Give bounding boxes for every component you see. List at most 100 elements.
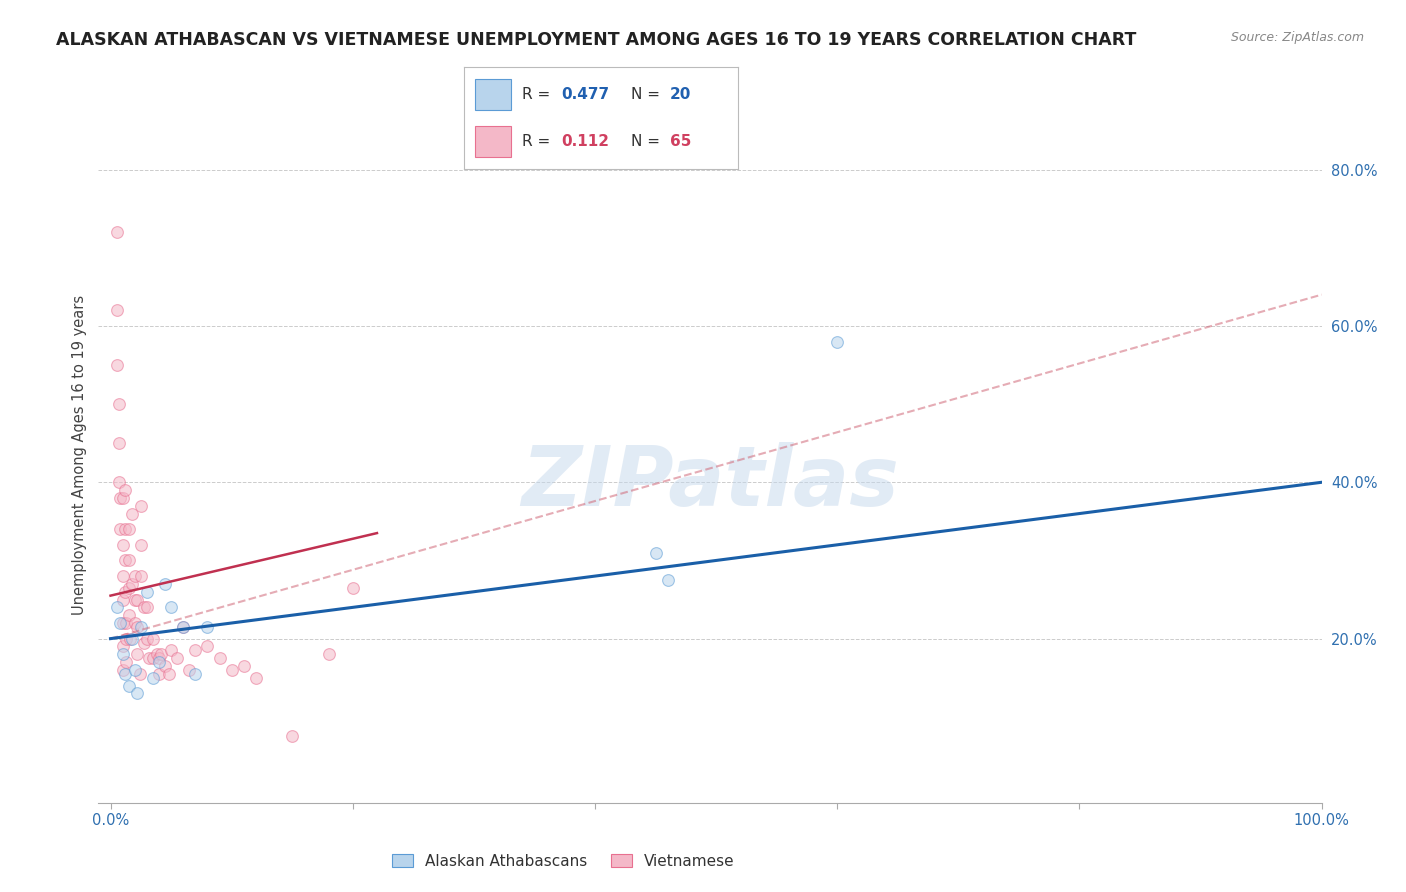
Text: 65: 65 [669,135,690,149]
Point [221,663,243,677]
Point [114,522,136,536]
Bar [475,127,510,157]
Point [153,577,176,591]
Point [111,647,134,661]
Point [197,620,219,634]
Point [118,553,141,567]
Point [111,592,134,607]
Bar [475,79,510,110]
Point [105,600,128,615]
Point [135,632,157,646]
Text: R =: R = [522,135,560,149]
Point [172,620,194,634]
Point [114,483,136,497]
Point [127,686,149,700]
Point [111,491,134,505]
Point [115,632,138,646]
Point [153,659,176,673]
Point [825,334,848,349]
Point [245,671,267,685]
Point [184,666,207,681]
Point [108,436,131,450]
Point [121,632,143,646]
Point [318,647,340,661]
Point [111,538,134,552]
Point [115,615,138,630]
Y-axis label: Unemployment Among Ages 16 to 19 years: Unemployment Among Ages 16 to 19 years [72,295,87,615]
Point [118,581,141,595]
Point [129,569,152,583]
Point [142,671,165,685]
Point [281,730,304,744]
Point [111,663,134,677]
Point [124,592,146,607]
Point [118,608,141,623]
Point [129,499,152,513]
Point [184,643,207,657]
Legend: Alaskan Athabascans, Vietnamese: Alaskan Athabascans, Vietnamese [385,848,741,875]
Point [110,522,132,536]
Point [135,600,157,615]
Point [114,553,136,567]
Point [145,647,167,661]
Text: N =: N = [631,87,665,102]
Point [105,358,128,372]
Point [108,475,131,490]
Point [160,643,183,657]
Point [121,577,143,591]
Point [197,640,219,654]
Point [129,538,152,552]
Point [105,225,128,239]
Point [134,600,156,615]
Point [342,581,364,595]
Point [179,663,201,677]
Point [157,666,180,681]
Text: ALASKAN ATHABASCAN VS VIETNAMESE UNEMPLOYMENT AMONG AGES 16 TO 19 YEARS CORRELAT: ALASKAN ATHABASCAN VS VIETNAMESE UNEMPLO… [56,31,1136,49]
Point [111,615,134,630]
Point [148,655,170,669]
Point [138,651,160,665]
Point [172,620,194,634]
Text: R =: R = [522,87,555,102]
Point [124,663,146,677]
Point [124,569,146,583]
Point [108,397,131,411]
Text: ZIPatlas: ZIPatlas [522,442,898,524]
Point [110,491,132,505]
Point [142,632,165,646]
Point [114,584,136,599]
Point [127,647,149,661]
Point [166,651,188,665]
Point [114,666,136,681]
Point [124,615,146,630]
Point [118,679,141,693]
Point [121,507,143,521]
Point [142,651,165,665]
Point [127,592,149,607]
Point [160,600,183,615]
Point [127,620,149,634]
Point [115,655,138,669]
Point [148,651,170,665]
Text: Source: ZipAtlas.com: Source: ZipAtlas.com [1230,31,1364,45]
Point [150,647,173,661]
Point [134,635,156,649]
Point [148,666,170,681]
Text: N =: N = [631,135,665,149]
Point [644,546,666,560]
Point [111,569,134,583]
Text: 20: 20 [669,87,690,102]
Point [135,584,157,599]
Point [110,615,132,630]
Point [129,620,152,634]
Text: 0.477: 0.477 [561,87,609,102]
Point [232,659,254,673]
Point [208,651,231,665]
Text: 0.112: 0.112 [561,135,609,149]
Point [657,573,679,587]
Point [118,632,141,646]
Point [128,666,150,681]
Point [118,522,141,536]
Point [111,640,134,654]
Point [105,303,128,318]
